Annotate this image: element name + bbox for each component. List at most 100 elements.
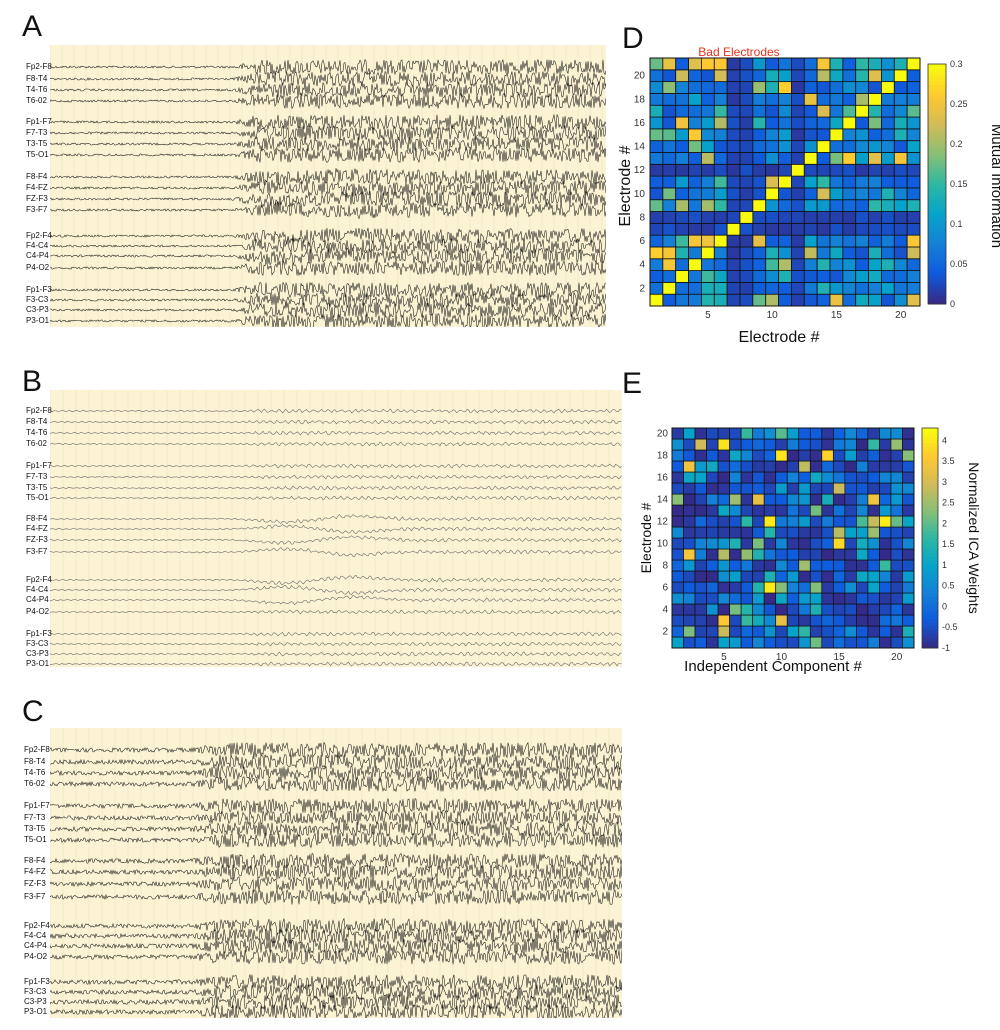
channel-label: Fp1-F3 — [26, 285, 52, 294]
channel-label: C3-P3 — [24, 997, 47, 1006]
heatmap-d-cell — [803, 163, 818, 177]
heatmap-d-cell — [739, 93, 754, 106]
heatmap-d-cell — [752, 187, 767, 201]
heatmap-d-cell — [765, 57, 779, 71]
heatmap-e-cell — [752, 460, 765, 473]
heatmap-d-cell — [713, 199, 728, 212]
heatmap-e-frame — [671, 427, 915, 649]
heatmap-d-cell — [662, 199, 677, 212]
heatmap-e-cell — [844, 493, 857, 506]
heatmap-d-cell — [803, 140, 818, 153]
heatmap-e-cell — [671, 614, 684, 627]
panel-c-letter: C — [22, 695, 44, 728]
heatmap-d-cell — [688, 128, 702, 142]
heatmap-e-cell — [752, 438, 765, 451]
heatmap-e-colorbar-swatch — [922, 479, 938, 484]
heatmap-d-cell — [701, 163, 715, 177]
heatmap-e-cell — [844, 559, 857, 572]
heatmap-d-cell — [688, 222, 702, 236]
heatmap-e-cell — [740, 636, 754, 649]
heatmap-d-cell — [675, 140, 689, 153]
heatmap-d-cell — [881, 187, 895, 201]
eeg-trace-fp2-f8 — [50, 408, 622, 414]
heatmap-e-cell — [832, 504, 846, 517]
heatmap-e-cell — [729, 559, 742, 572]
heatmap-e-cell — [671, 625, 684, 638]
heatmap-d-cell — [688, 104, 702, 118]
heatmap-d-cell — [906, 128, 921, 142]
heatmap-e-colorbar-swatch — [922, 439, 938, 444]
heatmap-d-cell — [713, 281, 728, 295]
heatmap-e-cell — [752, 427, 765, 440]
heatmap-e-cell — [694, 504, 707, 517]
heatmap-d-cell — [739, 199, 754, 212]
heatmap-d-cell — [881, 234, 895, 248]
heatmap-d-cell — [713, 116, 728, 130]
heatmap-e-cell — [694, 460, 707, 473]
heatmap-e-cell — [844, 526, 857, 539]
heatmap-d-cell — [893, 258, 908, 271]
heatmap-d-cell — [752, 104, 767, 118]
heatmap-d-colorbar-swatch — [928, 208, 946, 213]
heatmap-d-colorbar-swatch — [928, 156, 946, 161]
heatmap-d-cell — [906, 57, 921, 71]
heatmap-e-cell — [856, 449, 869, 462]
heatmap-d-cell — [778, 281, 792, 295]
heatmap-d-cell — [791, 81, 805, 94]
heatmap-d-cell — [868, 152, 882, 165]
heatmap-d-cell — [803, 187, 818, 201]
heatmap-e-cell — [844, 504, 857, 517]
heatmap-e-colorbar-swatch — [922, 556, 938, 561]
heatmap-d-cell — [881, 246, 895, 260]
heatmap-d-cell — [752, 69, 767, 83]
channel-label: T4-T6 — [26, 428, 48, 437]
heatmap-e-cell — [740, 570, 754, 583]
channel-label: T3-T5 — [26, 483, 48, 492]
heatmap-e-cell — [856, 581, 869, 594]
eeg-panel-b — [50, 390, 622, 667]
heatmap-d-cell — [649, 199, 664, 212]
heatmap-e-colorbar-swatch — [922, 622, 938, 627]
heatmap-e-cell — [775, 625, 788, 638]
heatmap-d-cell — [765, 163, 779, 177]
heatmap-e-cell — [844, 592, 857, 605]
heatmap-d-cell — [701, 57, 715, 71]
heatmap-e-colorbar-swatch — [922, 450, 938, 455]
heatmap-e-cell — [683, 636, 696, 649]
heatmap-e-cell — [809, 504, 823, 517]
heatmap-d-cell — [906, 270, 921, 283]
heatmap-d-cell — [868, 222, 882, 236]
heatmap-d-ylabel: Electrode # — [617, 145, 634, 226]
heatmap-e-cell — [694, 548, 707, 561]
eeg-trace-t4-t6 — [50, 764, 622, 782]
heatmap-e-cell — [798, 526, 811, 539]
heatmap-d-cell — [893, 93, 908, 106]
heatmap-d-cell — [778, 293, 792, 307]
heatmap-e-cell — [798, 636, 811, 649]
heatmap-d-cell — [906, 163, 921, 177]
heatmap-d-colorbar-tick: 0.1 — [950, 219, 963, 229]
heatmap-d-cell — [803, 246, 818, 260]
heatmap-e-xtick: 20 — [891, 652, 903, 663]
heatmap-e-cell — [798, 460, 811, 473]
heatmap-d-cell — [688, 270, 702, 283]
heatmap-d-cell — [752, 270, 767, 283]
heatmap-d-ytick: 18 — [634, 94, 646, 105]
heatmap-d-cell — [881, 140, 895, 153]
heatmap-d-cell — [752, 293, 767, 307]
heatmap-e-cell — [798, 482, 811, 495]
heatmap-d-cell — [778, 246, 792, 260]
heatmap-e-colorbar-swatch — [922, 585, 938, 590]
heatmap-e-cell — [671, 526, 684, 539]
heatmap-d-cell — [662, 222, 677, 236]
heatmap-e-cell — [717, 482, 730, 495]
heatmap-d-cell — [881, 270, 895, 283]
heatmap-d-cell — [688, 163, 702, 177]
heatmap-e-cell — [671, 570, 684, 583]
heatmap-e-xtick: 5 — [721, 652, 727, 663]
heatmap-e-cell — [821, 493, 834, 506]
eeg-trace-fp1-f3 — [50, 281, 606, 299]
heatmap-e-cell — [671, 603, 684, 616]
heatmap-e-cell — [717, 581, 730, 594]
heatmap-d-cell — [829, 104, 844, 118]
